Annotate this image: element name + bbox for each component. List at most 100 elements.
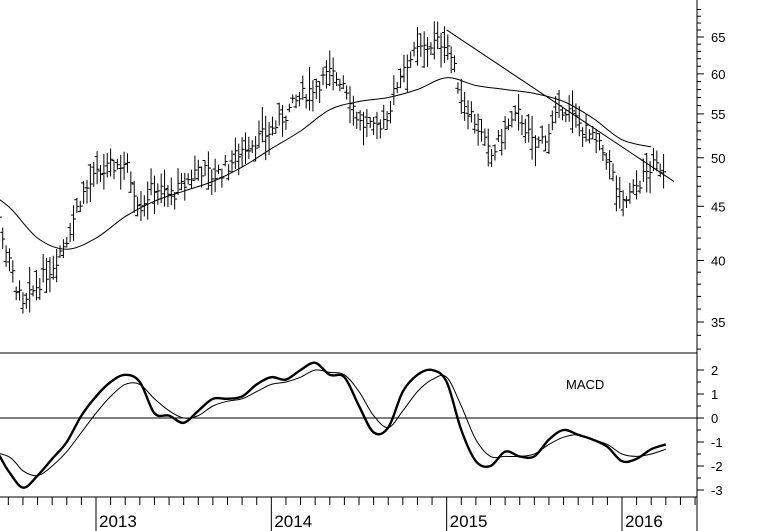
ohlc-bar [178,173,184,191]
trendline [446,29,675,182]
price-tick-label-65: 65 [711,30,725,45]
ohlc-bar [330,57,336,91]
ohlc-bar [354,111,360,129]
ohlc-bar [138,191,144,221]
ohlc-bar [401,54,407,83]
ohlc-bar [44,257,50,294]
ohlc-bar [0,227,6,249]
macd-tick-label--1: -1 [711,435,723,450]
ohlc-bar [13,286,19,301]
ohlc-bar [323,60,329,89]
ohlc-bar [199,166,205,188]
axes: 35 40 45 50 55 60 65 2 1 0 -1 -2 -3 2013 2014 2015 2016 [0,0,725,531]
ohlc-bar [455,82,461,94]
ohlc-bar [6,248,12,272]
ohlc-bar [114,158,120,170]
ohlc-bar [485,128,491,167]
ohlc-bar [637,180,643,194]
signal-line [0,369,666,477]
ohlc-bar [509,111,515,128]
ohlc-bar [421,31,427,68]
ohlc-bar [124,153,130,173]
ohlc-bar [428,42,434,55]
ohlc-bar [505,118,511,130]
ohlc-bar [543,135,549,152]
ohlc-bar [290,94,296,104]
macd-tick-label--3: -3 [711,483,723,498]
ohlc-bar [91,161,97,187]
ohlc-bar [526,113,532,143]
ohlc-bar [394,81,400,94]
ohlc-bar [549,110,555,131]
ohlc-bar [259,107,265,143]
ohlc-bar [30,285,36,297]
macd-tick-label-2: 2 [711,363,718,378]
ohlc-bar [296,92,302,107]
ohlc-bar [634,170,640,200]
ohlc-bar [583,114,589,142]
ohlc-bar [57,245,63,258]
ohlc-bar [317,81,323,103]
ohlc-bar [499,129,505,156]
ohlc-bar [384,111,390,131]
ohlc-bar [448,46,454,74]
ohlc-bar [242,132,248,164]
ohlc-bar [232,137,238,169]
year-label-2015: 2015 [450,512,488,531]
ohlc-bar [111,159,117,180]
ohlc-bar [97,165,103,182]
ohlc-bar [104,152,110,178]
ohlc-bar [381,104,387,129]
price-tick-label-55: 55 [711,107,725,122]
ohlc-bar [40,254,46,283]
ohlc-bar [23,292,29,309]
ohlc-bar [414,27,420,66]
ohlc-bar [74,197,80,213]
ohlc-bar [600,144,606,162]
ohlc-bar [17,280,23,301]
ohlc-bar [81,180,87,204]
price-panel [0,21,675,314]
ohlc-bar [280,104,286,137]
ohlc-bar [131,180,137,213]
ohlc-bar [553,96,559,124]
ohlc-bar [610,163,616,182]
ohlc-bar [307,66,313,111]
ohlc-bar [239,137,245,168]
ohlc-bar [0,216,2,218]
ohlc-bar [613,175,619,212]
ohlc-bar [431,21,437,60]
ohlc-bar [212,158,218,193]
ohlc-bar [559,106,565,121]
ohlc-bar [185,173,191,185]
moving-average-line [0,77,652,250]
ohlc-bar [425,36,431,67]
ohlc-bar [64,236,70,248]
ohlc-bar [202,159,208,176]
ohlc-bar [50,255,56,280]
ohlc-bar [222,155,228,167]
ohlc-bar [603,152,609,170]
ohlc-bar [47,257,53,293]
ohlc-bar [94,151,100,185]
ohlc-bar [661,153,667,189]
ohlc-bar [398,68,404,89]
year-label-2016: 2016 [625,512,663,531]
ohlc-bar [546,123,552,154]
ohlc-bar [519,115,525,136]
ohlc-bar [276,102,282,126]
ohlc-bar [313,78,319,99]
ohlc-bar [462,91,468,121]
ohlc-bar [441,26,447,64]
ohlc-bar [108,148,114,177]
ohlc-bar [580,127,586,147]
ohlc-bar [438,32,444,68]
ohlc-bar [590,125,596,140]
ohlc-bar [246,136,252,160]
ohlc-bar [300,75,306,100]
ohlc-bar [192,155,198,181]
ohlc-bar [283,115,289,130]
ohlc-bar [576,106,582,137]
